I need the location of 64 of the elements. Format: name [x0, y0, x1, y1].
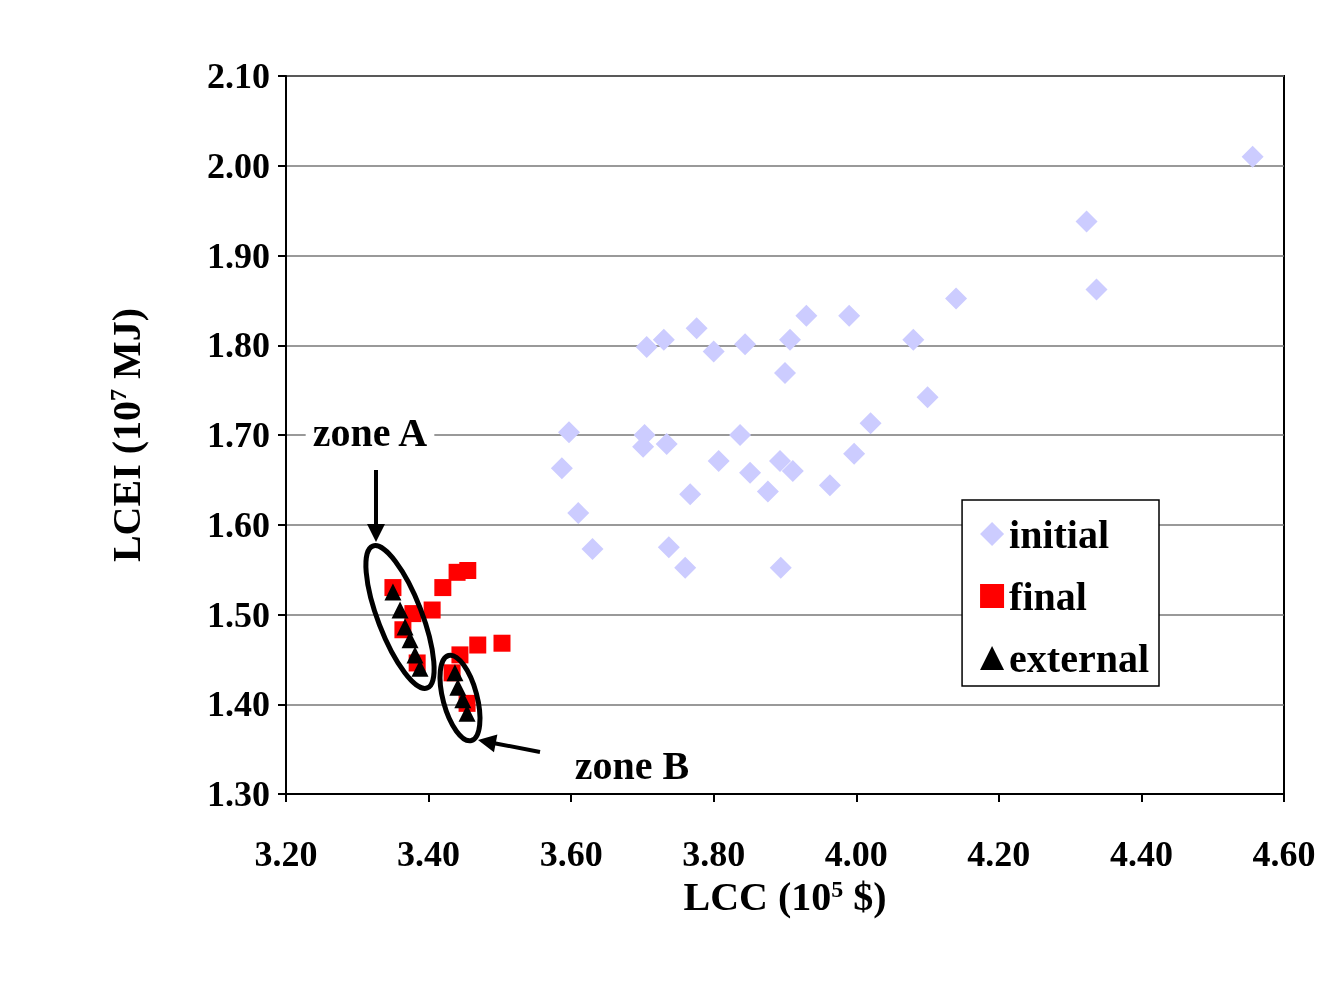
y-tick-label: 1.60	[207, 504, 270, 545]
point	[1085, 278, 1108, 301]
y-tick-label: 1.80	[207, 325, 270, 366]
x-tick-label: 3.40	[397, 834, 461, 874]
point	[406, 646, 424, 664]
point	[769, 556, 792, 579]
legend-label: initial	[1009, 511, 1110, 557]
annotation: zone B	[574, 742, 690, 788]
point	[945, 287, 968, 310]
point	[707, 450, 730, 473]
point	[902, 328, 925, 351]
y-tick-label: 2.00	[207, 145, 270, 186]
point	[1241, 145, 1264, 168]
x-tick-label: 4.60	[1252, 834, 1316, 874]
point	[795, 304, 818, 327]
y-tick-label: 1.50	[207, 594, 270, 635]
point	[818, 474, 841, 497]
legend-label: external	[1009, 635, 1150, 681]
point	[774, 362, 796, 385]
x-tick-label: 3.80	[682, 834, 746, 874]
point	[493, 634, 511, 652]
point	[434, 579, 452, 597]
y-tick-label: 1.30	[207, 774, 270, 814]
point	[674, 556, 697, 579]
point	[469, 636, 487, 654]
point	[916, 386, 939, 409]
annotation: zone A	[312, 409, 428, 455]
point	[655, 432, 678, 455]
point	[769, 450, 792, 473]
point	[550, 457, 573, 480]
y-tick-label: 1.70	[207, 415, 270, 455]
point	[729, 424, 752, 446]
point	[1075, 210, 1098, 233]
legend-label: final	[1009, 573, 1087, 619]
x-tick-label: 4.40	[1109, 834, 1173, 874]
point	[843, 442, 866, 465]
y-axis-title: LCEI (107 MJ)	[103, 307, 149, 563]
point	[859, 412, 882, 435]
point	[734, 333, 757, 356]
x-tick-label: 3.20	[254, 834, 318, 874]
x-tick-label: 4.00	[824, 834, 888, 874]
point	[657, 536, 680, 559]
point	[781, 459, 804, 482]
y-tick-label: 1.40	[207, 684, 270, 725]
point	[567, 502, 590, 525]
point	[778, 328, 801, 351]
point	[635, 336, 658, 359]
x-tick-label: 4.20	[967, 834, 1031, 874]
point	[838, 304, 861, 327]
point	[558, 421, 580, 444]
point	[652, 328, 675, 351]
point	[459, 562, 477, 580]
point	[581, 537, 604, 560]
y-tick-label: 2.10	[207, 56, 270, 96]
point	[739, 461, 762, 484]
point	[679, 483, 702, 506]
point	[384, 583, 402, 601]
point	[423, 601, 441, 619]
point	[391, 601, 409, 619]
point	[702, 340, 725, 363]
point	[756, 480, 779, 503]
point	[685, 317, 708, 340]
x-tick-label: 3.60	[539, 834, 603, 874]
y-tick-label: 1.90	[207, 235, 270, 276]
